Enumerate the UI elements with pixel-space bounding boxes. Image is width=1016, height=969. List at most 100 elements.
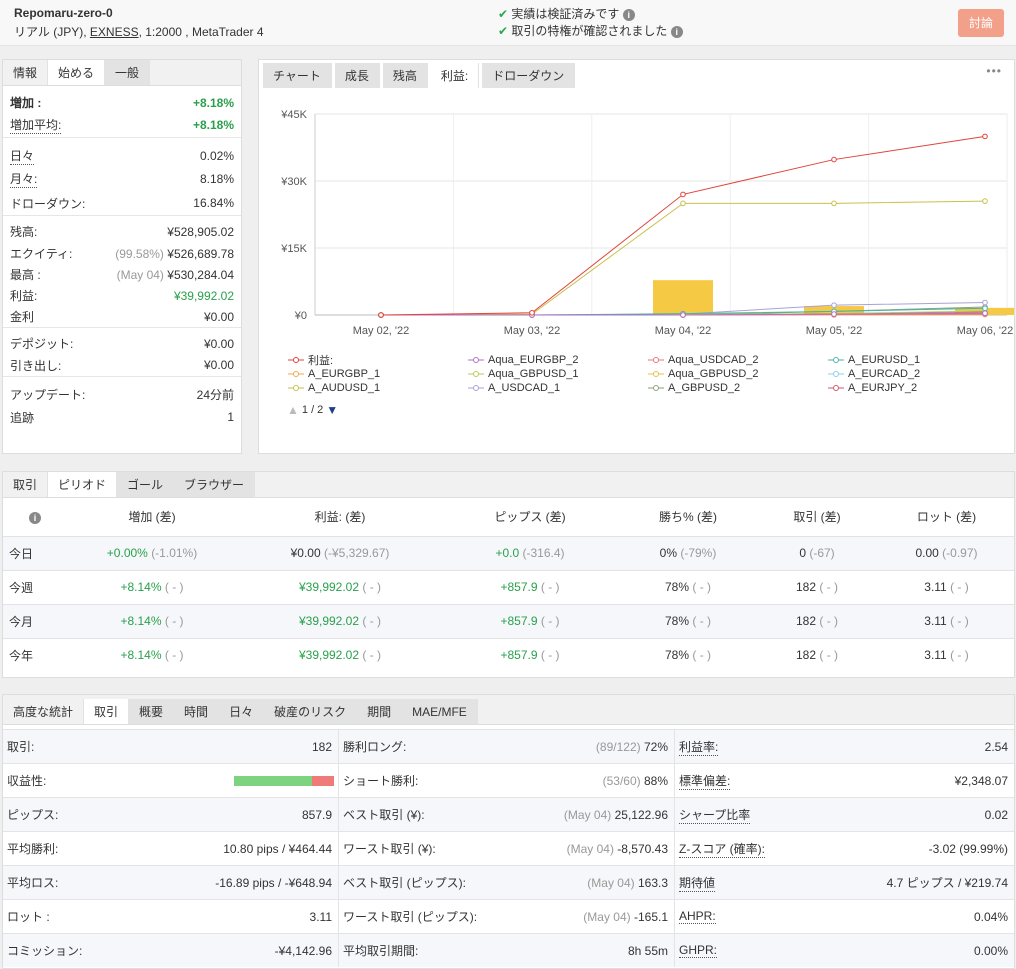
period-label: 今日 [3,535,63,570]
interest-value: ¥0.00 [203,309,234,324]
cell-diff: ( - ) [950,614,969,628]
x-tick-label: May 05, '22 [806,325,863,337]
cell-value: +8.14% [120,580,162,594]
stat-cell: 収益性: [3,763,339,797]
cell-diff: ( - ) [540,614,560,628]
pager-down-icon[interactable]: ▼ [326,403,339,417]
stat-label[interactable]: 期待値 [679,875,716,892]
stat-label: 勝利ロング: [343,740,407,754]
stat-label[interactable]: 利益率: [679,739,719,756]
cell-value: 0.00 [915,546,939,560]
stat-cell: 勝利ロング: (89/122) 72% [339,729,675,763]
tab-hours[interactable]: 時間 [174,699,220,724]
cell-diff: ( - ) [819,580,839,594]
stat-label[interactable]: GHPR: [679,943,718,958]
tab-trades[interactable]: 取引 [83,699,130,724]
stats-panel: 高度な統計 取引 概要 時間 日々 破産のリスク 期間 MAE/MFE 取引: 1… [2,694,1015,969]
tracking-label: 追跡 [10,410,35,425]
legend-item[interactable]: Aqua_USDCAD_2 [648,353,828,367]
tab-duration[interactable]: 期間 [357,699,403,724]
period-cell: +8.14% ( - ) [63,637,241,672]
series-point [831,311,837,317]
stat-label: ベスト取引 (ピップス): [343,876,466,890]
header-win: 勝ち% (差) [659,510,717,525]
series-point [378,312,384,318]
legend-item[interactable]: 利益: [288,353,468,367]
stat-label[interactable]: Z-スコア (確率): [679,841,765,858]
stat-note: (May 04) [583,909,631,924]
period-cell: 3.11 ( - ) [879,569,1014,604]
discuss-button[interactable]: 討論 [958,9,1004,37]
broker-link[interactable]: EXNESS [89,25,139,39]
cell-diff: (-0.97) [942,546,978,560]
stat-cell: 平均ロス: -16.89 pips / -¥648.94 [3,865,339,899]
tab-daily[interactable]: 日々 [219,699,265,724]
pager-up-icon[interactable]: ▲ [287,403,299,417]
info-icon[interactable]: i [622,8,635,21]
stat-value: 2.54 [984,739,1008,754]
legend-item[interactable]: A_USDCAD_1 [468,381,648,395]
stat-value: 10.80 pips / ¥464.44 [223,841,332,856]
tab-profit[interactable]: 利益: [430,63,480,88]
series-point [831,302,837,308]
stat-label: ロット : [7,910,50,924]
cell-diff: (-¥5,329.67) [324,546,390,560]
header-pips: ピップス (差) [494,510,566,525]
legend-swatch-icon [288,385,304,391]
tab-growth[interactable]: 成長 [334,63,380,88]
legend-label: 利益: [308,355,334,367]
tab-info[interactable]: 情報 [13,66,38,80]
cell-value: ¥0.00 [290,546,321,560]
tab-chart[interactable]: チャート [263,63,332,88]
cell-value: 182 [795,580,817,594]
legend-item[interactable]: A_EURCAD_2 [828,367,1008,381]
account-subtitle: リアル (JPY), EXNESS, 1:2000 , MetaTrader 4 [14,23,264,40]
legend-item[interactable]: A_EURUSD_1 [828,353,1008,367]
cell-diff: ( - ) [692,580,712,594]
more-icon[interactable]: ••• [986,64,1002,78]
cell-diff: ( - ) [819,614,839,628]
info-icon[interactable]: i [670,25,683,38]
tab-risk-of-ruin[interactable]: 破産のリスク [264,699,358,724]
tab-start[interactable]: 始める [47,60,106,85]
stat-label[interactable]: シャープ比率 [679,807,751,824]
stat-cell: AHPR: 0.04% [675,899,1014,933]
legend-item[interactable]: A_EURGBP_1 [288,367,468,381]
tab-mae-mfe[interactable]: MAE/MFE [402,699,478,724]
tab-summary[interactable]: 概要 [129,699,175,724]
balance-value: ¥528,905.02 [167,224,234,239]
cell-value: 78% [664,580,690,594]
legend-item[interactable]: A_GBPUSD_2 [648,381,828,395]
tab-drawdown[interactable]: ドローダウン [482,63,576,88]
daily-label[interactable]: 日々 [10,148,35,165]
stat-label[interactable]: AHPR: [679,909,716,924]
legend-item[interactable]: A_AUDUSD_1 [288,381,468,395]
tab-goals[interactable]: ゴール [117,472,175,497]
x-tick-label: May 03, '22 [504,325,561,337]
stats-grid: 取引: 182 勝利ロング: (89/122) 72% 利益率: 2.54 収益性: ショート… [3,729,1014,967]
stat-value: -¥4,142.96 [274,943,332,958]
deposit-label: デポジット: [10,337,74,351]
monthly-label[interactable]: 月々: [10,172,38,188]
cell-value: 78% [664,648,690,663]
tab-balance[interactable]: 残高 [382,63,428,88]
legend-swatch-icon [288,371,304,377]
period-cell: +8.14% ( - ) [63,569,241,604]
tab-trades[interactable]: 取引 [13,478,38,492]
period-cell: 3.11 ( - ) [879,637,1014,672]
info-icon[interactable]: i [29,511,41,524]
tab-browser[interactable]: ブラウザー [174,472,256,497]
tab-advanced-stats[interactable]: 高度な統計 [13,705,74,719]
legend-item[interactable]: Aqua_GBPUSD_1 [468,367,648,381]
withdraw-row: 引き出し: ¥0.00 [3,354,241,376]
legend-label: Aqua_USDCAD_2 [668,354,759,366]
avg-growth-label[interactable]: 増加平均: [10,118,62,134]
stat-value: 163.3 [637,875,668,890]
tab-period[interactable]: ピリオド [47,472,118,497]
legend-item[interactable]: Aqua_EURGBP_2 [468,353,648,367]
tab-general[interactable]: 一般 [105,60,151,85]
legend-item[interactable]: Aqua_GBPUSD_2 [648,367,828,381]
chart-legend: 利益: Aqua_EURGBP_2 Aqua_USDCAD_2 A_EURUSD_1 A… [288,353,1008,395]
legend-item[interactable]: A_EURJPY_2 [828,381,1008,395]
stat-label[interactable]: 標準偏差: [679,773,731,790]
